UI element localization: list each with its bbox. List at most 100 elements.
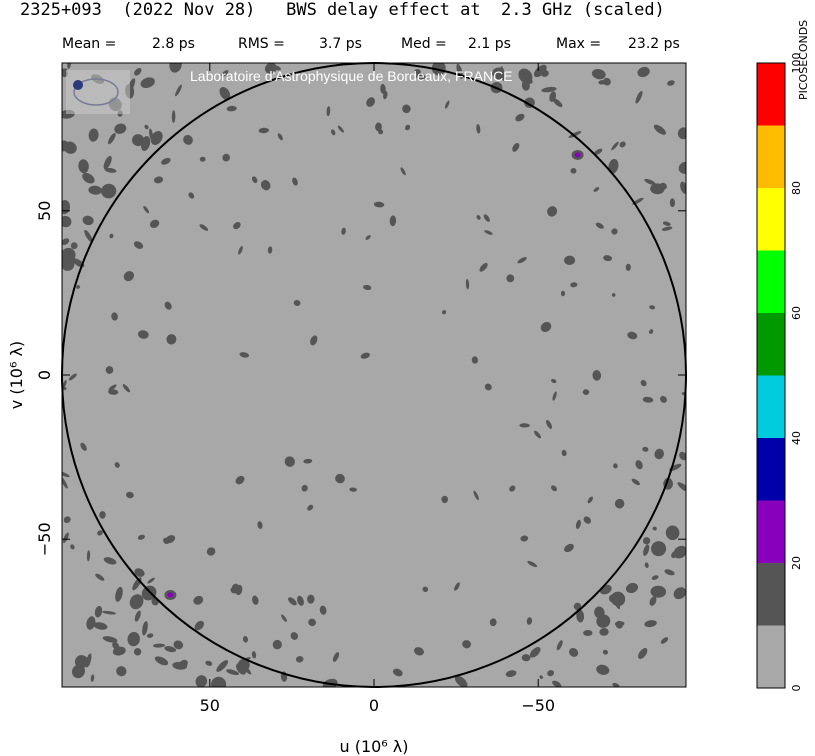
stat-max-label: Max = xyxy=(556,36,602,52)
delay-contours xyxy=(62,63,686,687)
contour-blob xyxy=(414,69,421,75)
contour-blob xyxy=(602,649,608,655)
contour-blob xyxy=(669,198,676,208)
contour-blob xyxy=(310,335,318,346)
contour-blob xyxy=(153,176,164,184)
contour-blob xyxy=(383,90,388,100)
contour-blob xyxy=(284,456,295,467)
contour-blob xyxy=(649,305,656,310)
contour-blob xyxy=(140,77,155,89)
contour-blob xyxy=(400,167,406,176)
contour-blob xyxy=(134,610,141,622)
lab-logo xyxy=(66,70,130,114)
contour-blob xyxy=(288,597,297,606)
contour-blob xyxy=(104,167,117,173)
contour-blob xyxy=(307,594,315,604)
contour-blob xyxy=(552,680,562,687)
contour-blob xyxy=(551,485,557,492)
contour-blob xyxy=(140,136,151,151)
stat-mean-label: Mean = xyxy=(62,36,117,52)
contour-blob xyxy=(540,322,552,332)
stat-mean-value: 2.8 ps xyxy=(152,36,195,52)
colorbar-frame xyxy=(756,62,786,689)
contour-blob xyxy=(326,106,331,117)
contour-blob xyxy=(134,568,145,577)
contour-blob xyxy=(392,668,403,677)
contour-blob xyxy=(258,127,269,134)
contour-blob xyxy=(519,423,530,428)
contour-blob xyxy=(137,330,149,339)
colorbar-level xyxy=(757,500,785,563)
contour-blob xyxy=(171,110,176,123)
contour-blob xyxy=(337,125,345,133)
contour-blob xyxy=(677,482,686,492)
contour-blob xyxy=(116,666,127,677)
contour-blob xyxy=(257,521,263,529)
contour-blob xyxy=(251,176,258,184)
contour-blob xyxy=(132,134,144,147)
contour-blob xyxy=(521,79,530,91)
contour-blob xyxy=(161,157,171,165)
contour-blob xyxy=(611,293,616,297)
contour-blob xyxy=(335,473,345,484)
contour-blob xyxy=(556,640,563,651)
contour-blob xyxy=(207,550,216,555)
hotspot-core xyxy=(574,152,581,158)
hotspot-core xyxy=(167,592,174,598)
contour-blob xyxy=(625,263,631,271)
contour-blob xyxy=(660,395,667,403)
colorbar-level xyxy=(757,625,785,688)
contour-blob xyxy=(547,206,558,217)
contour-blob xyxy=(534,430,541,439)
x-tick-label: 50 xyxy=(200,696,220,715)
contour-blob xyxy=(673,587,686,600)
contour-blob xyxy=(612,682,620,687)
contour-blob xyxy=(233,222,241,230)
contour-blob xyxy=(133,648,142,656)
contour-blob xyxy=(90,674,95,682)
contour-blob xyxy=(143,205,150,214)
contour-blob xyxy=(592,370,602,381)
contour-blob xyxy=(231,583,239,590)
contour-blob xyxy=(599,627,609,636)
contour-blob xyxy=(86,616,96,630)
contour-blob xyxy=(568,131,582,138)
contour-blob xyxy=(277,133,283,141)
contour-blob xyxy=(454,675,468,687)
contour-blob xyxy=(644,562,649,569)
contour-blob xyxy=(560,290,566,297)
contour-blob xyxy=(199,156,206,162)
contour-blob xyxy=(583,629,593,637)
contour-blob xyxy=(108,389,119,395)
contour-blob xyxy=(88,128,99,142)
contour-blob xyxy=(627,331,638,340)
contour-blob xyxy=(471,356,479,364)
contour-blob xyxy=(651,575,659,580)
contour-blob xyxy=(593,187,600,192)
y-tick-label: 0 xyxy=(35,370,54,380)
contour-blob xyxy=(405,124,411,131)
contour-blob xyxy=(541,86,557,93)
contour-blob xyxy=(442,310,447,315)
contour-blob xyxy=(293,299,301,307)
lab-credit: Laboratoire d'Astrophysique de Bordeaux,… xyxy=(190,68,513,84)
contour-blob xyxy=(146,633,154,638)
contour-blob xyxy=(235,475,245,485)
contour-blob xyxy=(193,595,204,605)
contour-blob xyxy=(366,97,375,107)
contour-blob xyxy=(380,83,386,94)
contour-blob xyxy=(476,215,481,220)
contour-blob xyxy=(539,675,544,679)
contour-blob xyxy=(436,63,444,69)
contour-blob xyxy=(582,389,590,396)
contour-blob xyxy=(142,621,148,636)
contour-blob xyxy=(332,652,340,662)
contour-blob xyxy=(402,104,411,114)
contour-blob xyxy=(529,646,541,658)
contour-blob xyxy=(661,226,673,231)
contour-blob xyxy=(175,84,182,97)
contour-blob xyxy=(649,596,657,606)
contour-blob xyxy=(642,396,654,403)
contour-blob xyxy=(76,285,81,289)
contour-blob xyxy=(210,676,227,687)
